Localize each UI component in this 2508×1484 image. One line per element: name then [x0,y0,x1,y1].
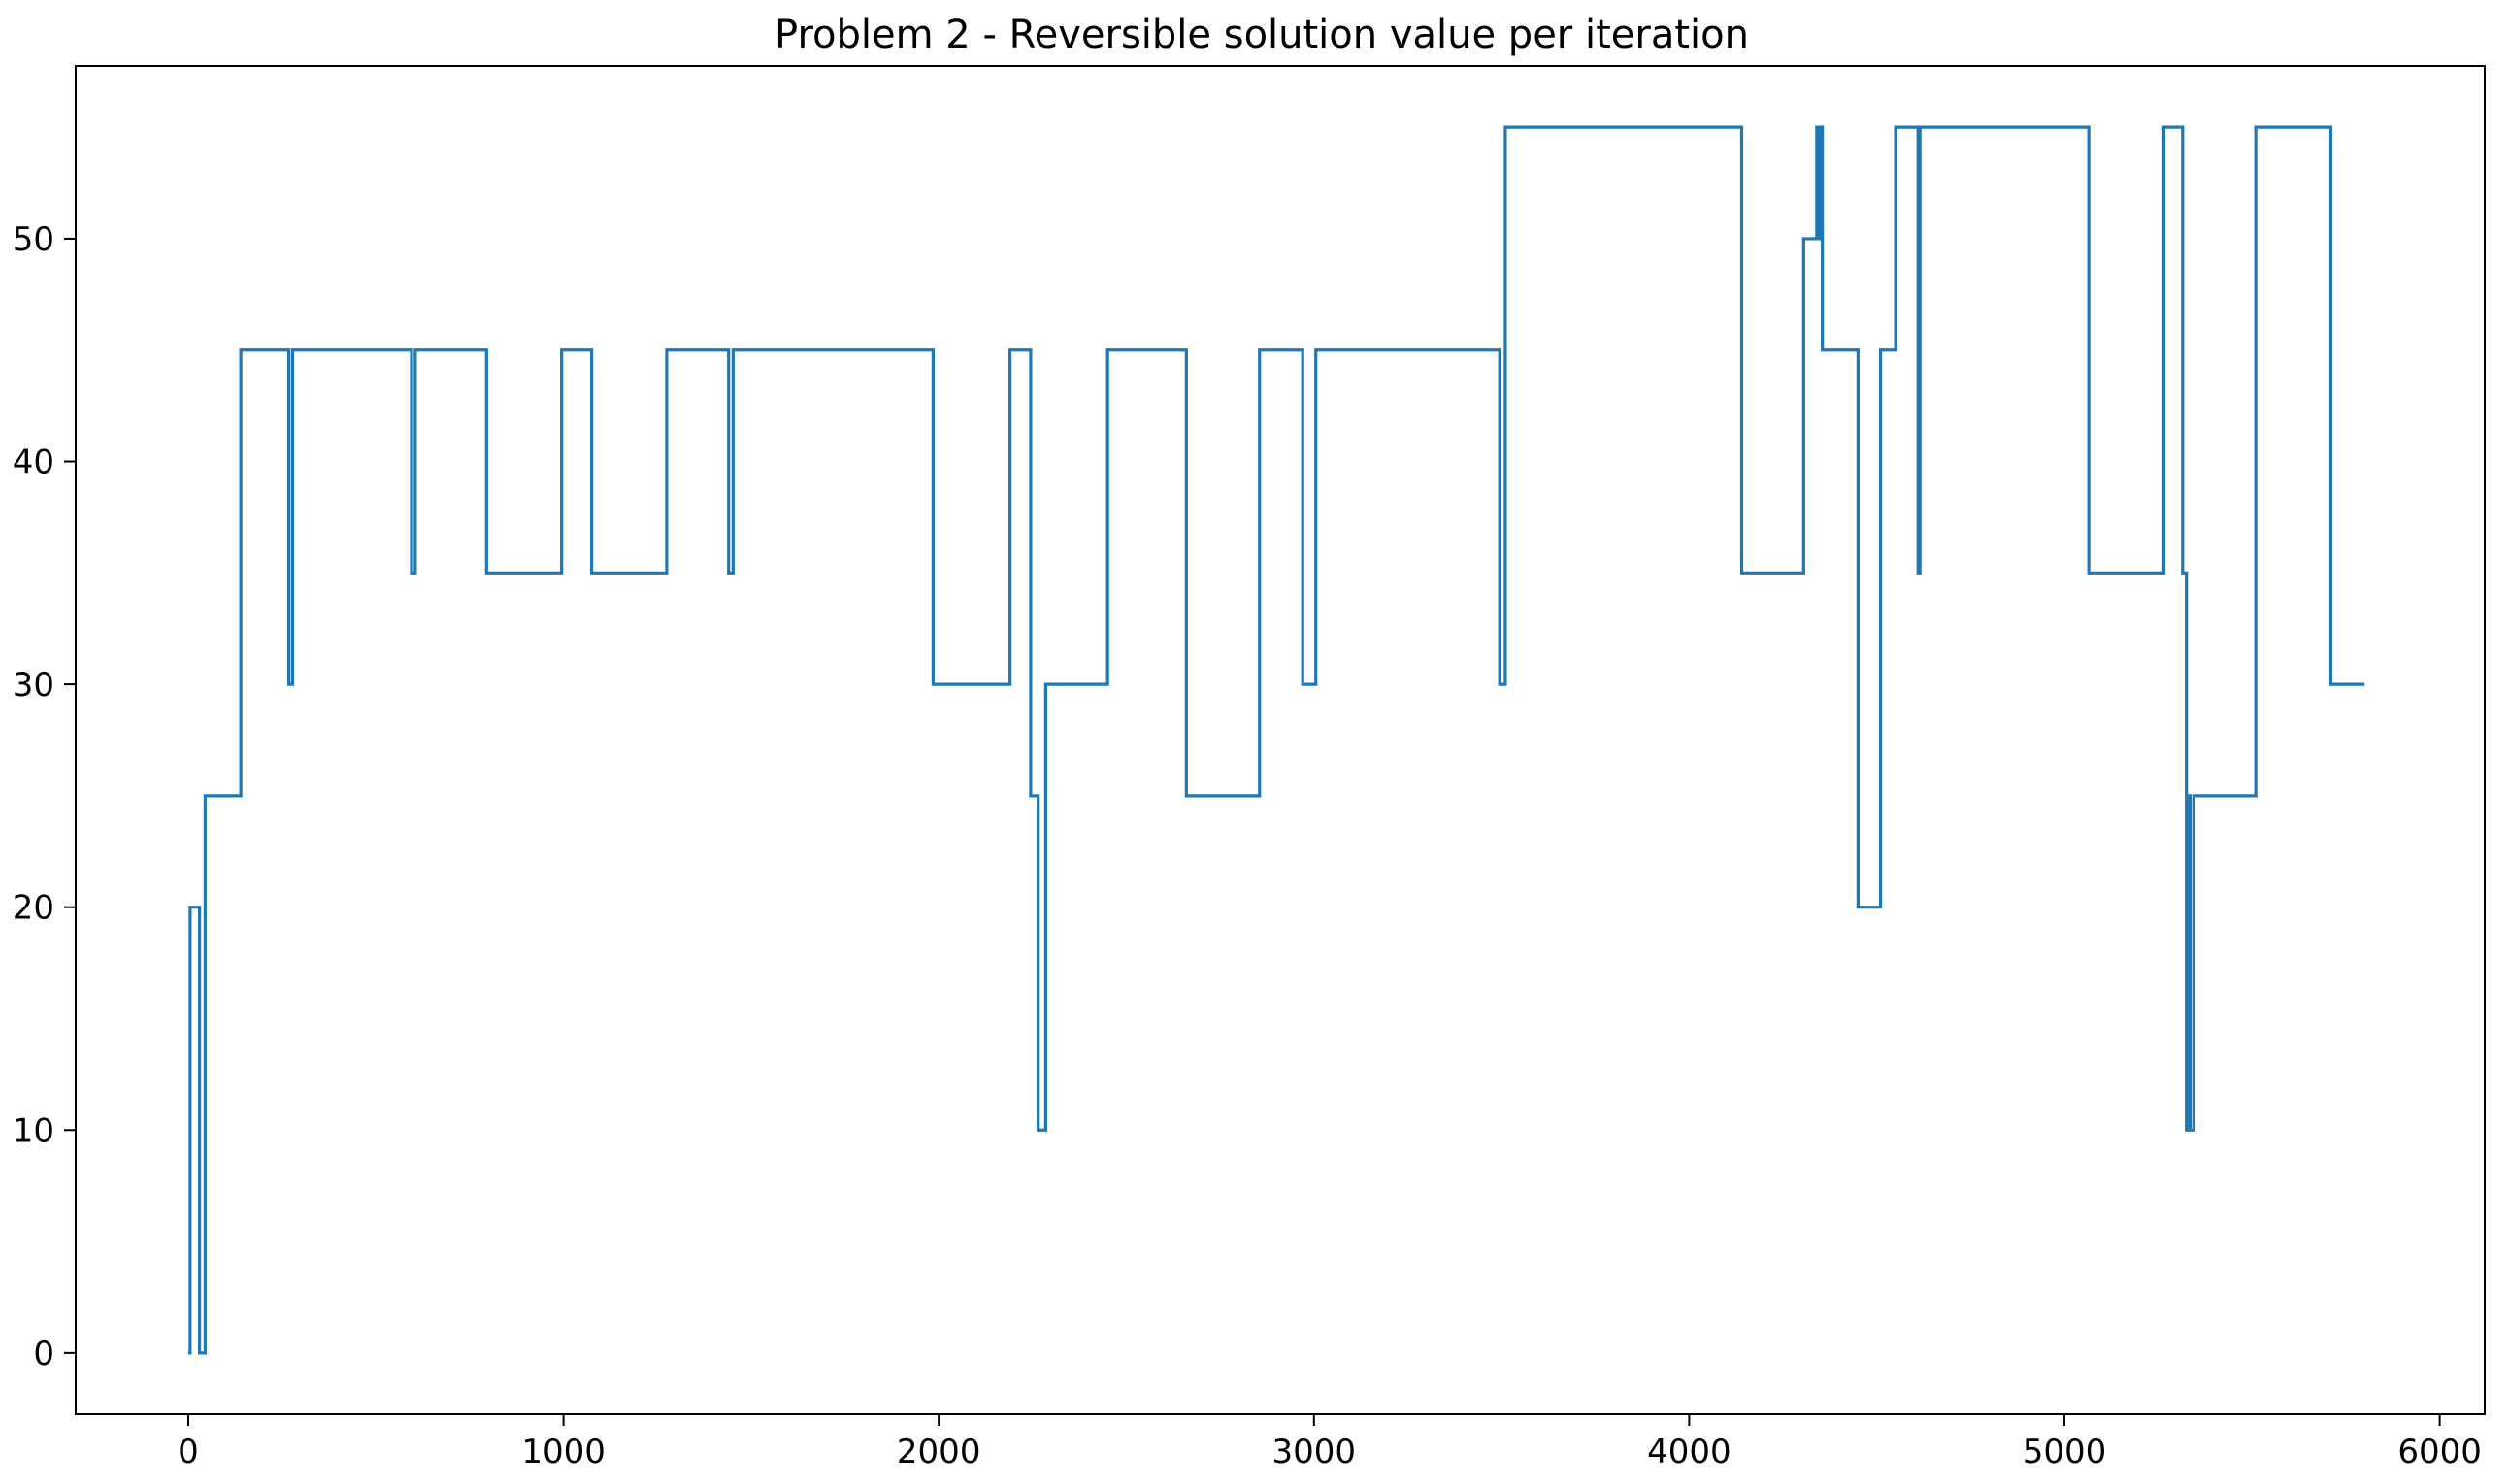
y-tick-label: 30 [13,666,54,705]
x-tick-label: 0 [178,1433,199,1471]
series-line [187,125,2365,1355]
y-tick-label: 50 [13,220,54,259]
x-tick-label: 6000 [2397,1433,2482,1471]
y-tick-label: 40 [13,444,54,482]
y-tick-label: 10 [13,1111,54,1150]
chart-title: Problem 2 - Reversible solution value pe… [775,13,1749,57]
x-tick-label: 4000 [1647,1433,1732,1471]
y-tick-label: 20 [13,889,54,928]
x-tick-label: 5000 [2023,1433,2107,1471]
plot-area: 0 1000 2000 3000 4000 5000 6000 0 10 20 30 40 50 [13,65,2486,1471]
x-tick-label: 1000 [521,1433,606,1471]
y-tick-label: 0 [33,1335,54,1373]
x-tick-label: 2000 [897,1433,981,1471]
x-tick-label: 3000 [1272,1433,1357,1471]
axes-frame [75,65,2486,1415]
